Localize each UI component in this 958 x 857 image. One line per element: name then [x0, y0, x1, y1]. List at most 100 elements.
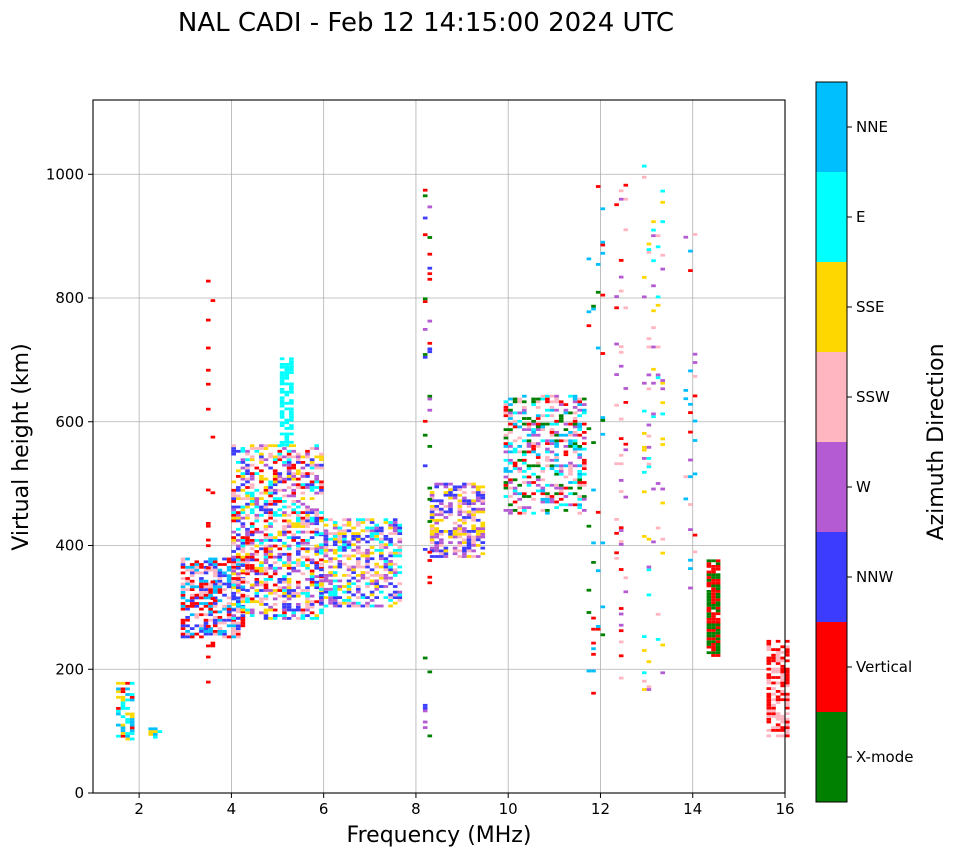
echo-point — [286, 455, 292, 459]
echo-point — [208, 627, 213, 630]
echo-point — [296, 583, 301, 587]
echo-point — [545, 495, 550, 498]
echo-point — [231, 632, 236, 636]
echo-point — [443, 510, 449, 514]
echo-point — [780, 684, 785, 688]
plot-frame — [92, 99, 786, 794]
echo-point — [268, 522, 273, 526]
echo-point — [222, 563, 227, 566]
echo-point — [240, 536, 246, 539]
echo-point — [189, 596, 195, 600]
echo-point — [125, 712, 130, 716]
colorbar-label: W — [856, 478, 871, 496]
echo-point — [480, 535, 486, 539]
colorbar-segment-e — [816, 172, 847, 262]
echo-point — [369, 568, 375, 572]
echo-point — [503, 400, 509, 404]
echo-point — [328, 601, 333, 605]
echo-point — [116, 723, 121, 727]
echo-point — [236, 560, 241, 564]
echo-point — [775, 715, 781, 718]
x-tick-label: 6 — [319, 800, 329, 818]
echo-point — [379, 551, 384, 555]
echo-point — [475, 493, 481, 497]
echo-point — [199, 579, 204, 583]
echo-point — [305, 483, 310, 487]
echo-point — [305, 463, 310, 467]
echo-point — [427, 734, 433, 738]
echo-point — [189, 574, 195, 578]
echo-point — [240, 447, 246, 450]
echo-point — [577, 503, 582, 507]
echo-point — [466, 502, 472, 505]
echo-point — [586, 310, 592, 314]
echo-point — [245, 589, 250, 592]
echo-point — [535, 397, 541, 401]
echo-point — [231, 488, 236, 492]
echo-point — [272, 511, 278, 514]
echo-point — [254, 580, 260, 584]
echo-point — [522, 481, 527, 484]
echo-point — [249, 455, 255, 459]
echo-point — [508, 422, 513, 426]
echo-point — [766, 720, 772, 724]
echo-point — [434, 482, 439, 486]
echo-point — [309, 536, 315, 539]
echo-point — [328, 532, 333, 535]
echo-point — [535, 417, 541, 420]
echo-point — [554, 483, 559, 487]
echo-point — [535, 442, 541, 445]
echo-point — [462, 516, 467, 519]
echo-point — [286, 566, 292, 570]
echo-point — [279, 379, 285, 383]
echo-point — [351, 565, 356, 569]
cluster-F-spread-6-7.5MHz — [319, 518, 403, 608]
echo-point — [360, 604, 366, 608]
echo-point — [766, 678, 772, 682]
echo-point — [392, 593, 398, 597]
echo-point — [245, 497, 250, 500]
echo-point — [282, 527, 287, 531]
echo-point — [268, 500, 273, 503]
echo-point — [314, 547, 319, 551]
echo-point — [286, 605, 292, 609]
echo-point — [568, 445, 573, 448]
echo-point — [240, 614, 246, 617]
echo-point — [236, 586, 241, 590]
echo-point — [618, 568, 624, 571]
echo-point — [711, 570, 716, 574]
echo-point — [466, 549, 472, 553]
echo-point — [715, 573, 721, 577]
echo-point — [309, 463, 315, 467]
echo-point — [503, 445, 509, 448]
echo-point — [328, 579, 333, 583]
echo-point — [236, 635, 241, 639]
echo-point — [291, 536, 296, 539]
echo-point — [319, 608, 324, 612]
echo-point — [289, 407, 294, 411]
echo-point — [249, 477, 255, 481]
echo-point — [531, 450, 536, 454]
echo-point — [203, 618, 209, 622]
echo-point — [236, 505, 241, 509]
echo-point — [236, 603, 241, 606]
echo-point — [249, 494, 255, 498]
echo-point — [245, 491, 250, 495]
echo-point — [660, 401, 665, 405]
echo-point — [263, 444, 269, 448]
echo-point — [346, 565, 352, 569]
echo-point — [785, 684, 790, 688]
echo-point — [563, 403, 569, 406]
echo-point — [475, 491, 481, 494]
echo-point — [217, 563, 223, 566]
echo-point — [236, 544, 241, 548]
echo-point — [254, 447, 260, 450]
echo-point — [351, 535, 356, 538]
echo-point — [286, 591, 292, 595]
echo-point — [286, 494, 292, 498]
echo-point — [268, 591, 273, 595]
echo-point — [245, 513, 250, 517]
echo-point — [203, 571, 209, 575]
echo-point — [429, 499, 435, 503]
echo-point — [286, 458, 292, 462]
